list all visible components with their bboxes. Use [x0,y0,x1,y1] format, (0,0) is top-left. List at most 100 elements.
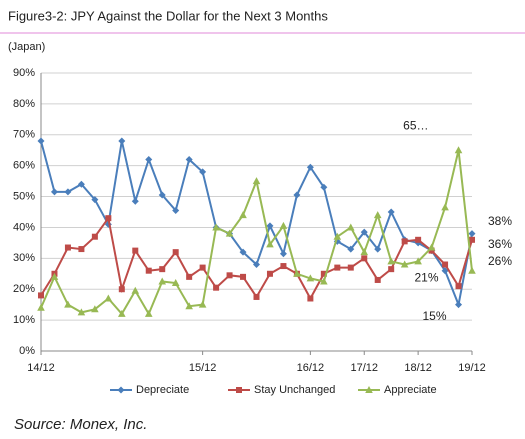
point [50,188,58,196]
legend-label: Stay Unchanged [254,384,335,396]
point [293,191,301,199]
point [50,272,59,280]
point [454,146,463,154]
y-tick-label: 30% [13,252,35,264]
point [145,267,152,274]
legend-marker [365,386,373,393]
point [91,196,99,204]
y-tick-label: 10% [13,314,35,326]
point [414,257,422,265]
point [253,261,260,269]
point [77,308,86,316]
point [225,229,234,237]
y-tick-label: 50% [13,190,35,202]
subtitle: (Japan) [8,41,45,53]
point [334,264,341,271]
point [306,274,315,282]
point [320,277,328,285]
point [37,303,45,311]
point [239,248,247,256]
point [212,223,220,231]
point [320,270,327,277]
point [145,155,153,163]
point [252,177,261,185]
point [442,261,449,268]
legend-label: Depreciate [136,384,189,396]
point [266,222,274,230]
point [346,223,355,231]
point [428,247,435,254]
point [198,300,207,308]
point [158,191,166,199]
point [213,284,220,291]
point [266,270,273,277]
point [441,203,449,211]
point [104,294,113,302]
point [468,230,476,238]
point [373,211,382,219]
point [415,236,422,243]
point [131,286,140,294]
x-tick-label: 15/12 [189,362,217,374]
point [185,302,193,310]
x-tick-label: 14/12 [27,362,55,374]
point [253,293,260,300]
point [280,263,287,270]
source: Source: Monex, Inc. [14,416,147,433]
point [360,248,369,256]
point [469,236,475,243]
point [266,240,274,248]
value-label: 38% [488,214,512,228]
point [361,255,368,262]
point [64,244,71,251]
point [186,273,193,280]
x-tick-label: 18/12 [404,362,432,374]
x-tick-label: 17/12 [350,362,378,374]
point [455,301,463,309]
point [118,309,126,317]
point [427,243,436,251]
point [374,245,382,253]
point [239,211,247,219]
point [333,232,342,240]
point [158,277,167,285]
x-tick-label: 19/12 [458,362,486,374]
point [199,264,206,271]
y-tick-label: 70% [13,129,35,141]
point [38,292,44,299]
point [64,300,72,308]
point [306,163,314,171]
point [159,266,166,273]
point [144,309,153,317]
point [172,206,180,214]
value-label: 26% [488,254,512,268]
y-tick-label: 90% [13,67,35,79]
y-tick-label: 40% [13,221,35,233]
point [360,228,368,236]
point [172,249,179,256]
point [37,137,45,145]
point [240,273,247,280]
point [171,279,180,287]
point [91,233,98,240]
point [388,266,395,273]
y-tick-label: 20% [13,283,35,295]
point [401,238,408,245]
point [118,137,126,145]
point [400,260,409,268]
y-tick-label: 60% [13,160,35,172]
legend-label: Appreciate [384,384,437,396]
point [105,215,112,222]
point [347,245,355,253]
point [347,264,354,271]
point [387,257,395,265]
point [279,221,288,229]
point [91,305,99,313]
point [78,246,85,253]
point [455,283,462,290]
point [131,197,139,205]
legend-marker [117,386,125,394]
point [64,188,72,196]
point [374,276,381,283]
y-tick-label: 0% [19,345,35,357]
